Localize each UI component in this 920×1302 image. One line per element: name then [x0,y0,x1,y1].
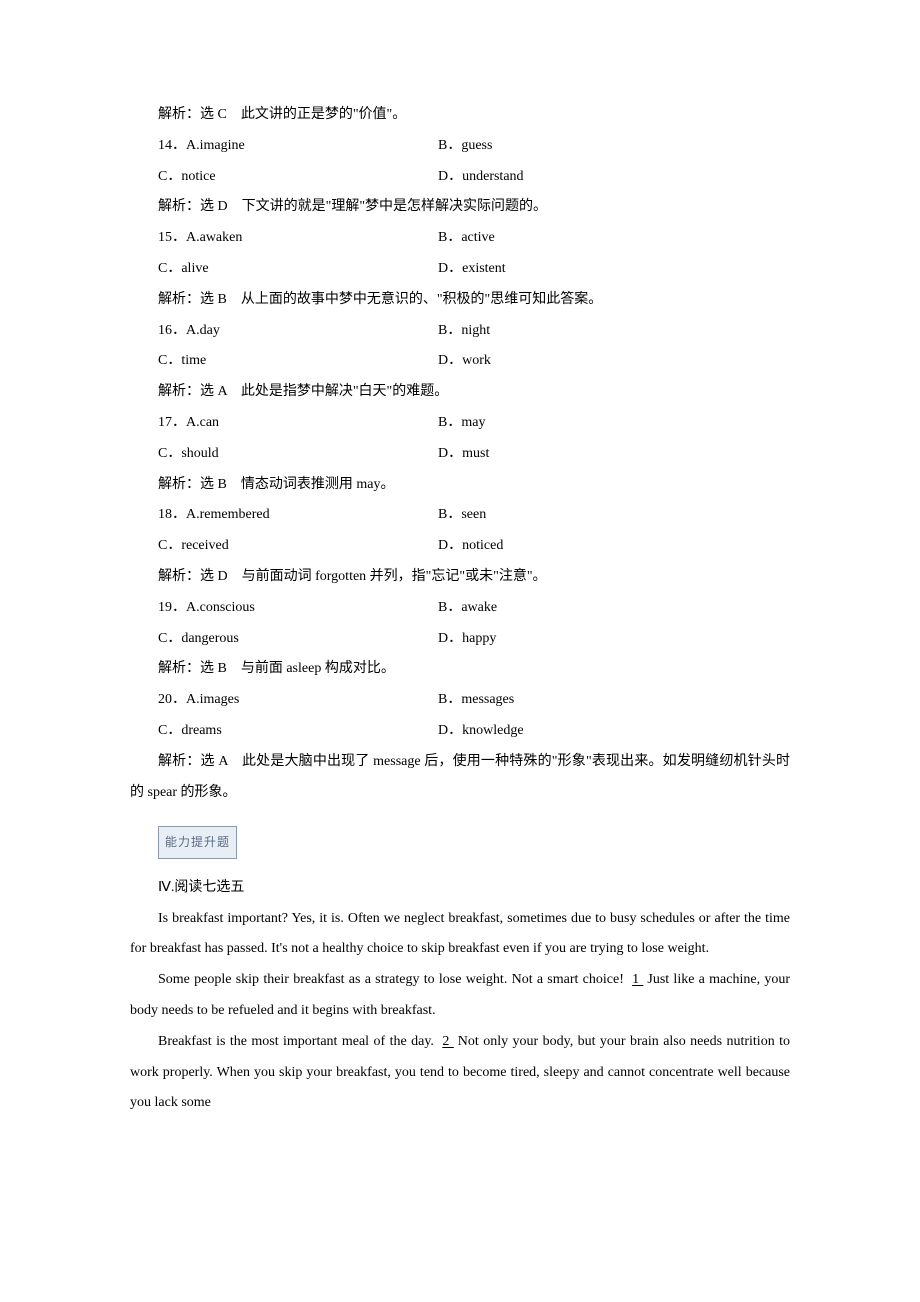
option-row: C．dangerous D．happy [130,624,790,655]
opt-text: A.images [186,692,239,707]
q-num: 18． [158,507,186,522]
option-c: C．time [158,346,438,377]
option-row: C．notice D．understand [130,162,790,193]
option-row: 15．A.awaken B．active [130,223,790,254]
option-d: D．existent [438,254,790,285]
option-d: D．knowledge [438,716,790,747]
analysis-line: 解析：选 D 与前面动词 forgotten 并列，指"忘记"或未"注意"。 [130,562,790,593]
opt-text: A.imagine [186,138,245,153]
analysis-line: 解析：选 B 从上面的故事中梦中无意识的、"积极的"思维可知此答案。 [130,285,790,316]
option-b: B．seen [438,500,790,531]
option-a: 20．A.images [158,685,438,716]
analysis-line: 解析：选 B 与前面 asleep 构成对比。 [130,654,790,685]
option-c: C．notice [158,162,438,193]
option-a: 16．A.day [158,316,438,347]
option-row: C．should D．must [130,439,790,470]
section-badge: 能力提升题 [158,826,237,858]
option-row: C．alive D．existent [130,254,790,285]
analysis-line: 解析：选 B 情态动词表推测用 may。 [130,470,790,501]
passage-text: Breakfast is the most important meal of … [158,1034,438,1049]
analysis-line: 解析：选 D 下文讲的就是"理解"梦中是怎样解决实际问题的。 [130,192,790,223]
q-num: 20． [158,692,186,707]
analysis-line: 解析：选 C 此文讲的正是梦的"价值"。 [130,100,790,131]
fill-blank: 1 [628,972,647,987]
opt-text: A.conscious [186,600,255,615]
opt-text: A.can [186,415,219,430]
option-b: B．messages [438,685,790,716]
option-row: 18．A.remembered B．seen [130,500,790,531]
q-num: 15． [158,230,186,245]
option-a: 15．A.awaken [158,223,438,254]
option-row: 14．A.imagine B．guess [130,131,790,162]
analysis-line: 解析：选 A 此处是大脑中出现了 message 后，使用一种特殊的"形象"表现… [130,747,790,809]
option-a: 17．A.can [158,408,438,439]
opt-text: A.remembered [186,507,270,522]
option-row: 16．A.day B．night [130,316,790,347]
option-row: C．time D．work [130,346,790,377]
passage-paragraph: Breakfast is the most important meal of … [130,1027,790,1119]
option-c: C．should [158,439,438,470]
option-d: D．must [438,439,790,470]
option-c: C．received [158,531,438,562]
q-num: 16． [158,323,186,338]
q-num: 19． [158,600,186,615]
option-row: C．dreams D．knowledge [130,716,790,747]
passage-text: Some people skip their breakfast as a st… [158,972,628,987]
option-b: B．active [438,223,790,254]
section-title: Ⅳ.阅读七选五 [130,873,790,904]
option-a: 18．A.remembered [158,500,438,531]
analysis-line: 解析：选 A 此处是指梦中解决"白天"的难题。 [130,377,790,408]
option-d: D．work [438,346,790,377]
option-row: 17．A.can B．may [130,408,790,439]
option-row: C．received D．noticed [130,531,790,562]
option-a: 19．A.conscious [158,593,438,624]
passage-paragraph: Some people skip their breakfast as a st… [130,965,790,1027]
passage-paragraph: Is breakfast important? Yes, it is. Ofte… [130,904,790,966]
option-c: C．dreams [158,716,438,747]
opt-text: A.awaken [186,230,242,245]
option-b: B．night [438,316,790,347]
q-num: 14． [158,138,186,153]
option-c: C．dangerous [158,624,438,655]
option-c: C．alive [158,254,438,285]
option-b: B．may [438,408,790,439]
q-num: 17． [158,415,186,430]
option-row: 19．A.conscious B．awake [130,593,790,624]
option-b: B．awake [438,593,790,624]
option-row: 20．A.images B．messages [130,685,790,716]
option-d: D．understand [438,162,790,193]
opt-text: A.day [186,323,220,338]
option-a: 14．A.imagine [158,131,438,162]
fill-blank: 2 [438,1034,457,1049]
option-d: D．noticed [438,531,790,562]
option-d: D．happy [438,624,790,655]
option-b: B．guess [438,131,790,162]
